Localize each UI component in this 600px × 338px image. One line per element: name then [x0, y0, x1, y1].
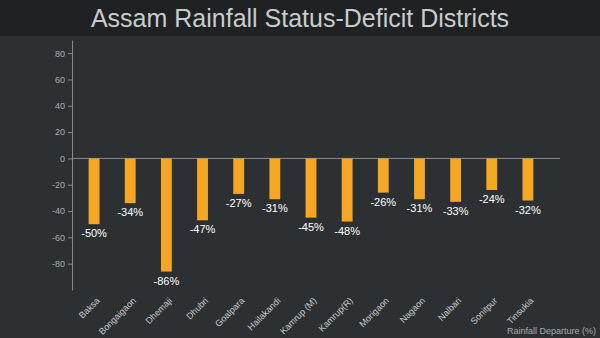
data-label: -31% — [262, 202, 288, 214]
chart-svg: Assam Rainfall Status-Deficit Districts-… — [0, 0, 600, 338]
x-tick: Dhubri — [184, 296, 210, 322]
bar — [125, 158, 136, 203]
bar — [161, 158, 172, 271]
bar — [378, 158, 389, 192]
x-tick-label: Nalbari — [436, 296, 463, 323]
bar — [197, 158, 208, 220]
bar — [89, 158, 100, 224]
x-tick-label: Nagaon — [398, 296, 427, 325]
y-tick-mark — [68, 237, 72, 238]
y-tick-label: 80 — [55, 49, 65, 59]
x-axis-title: Rainfall Departure (%) — [507, 326, 596, 336]
y-tick-mark — [68, 106, 72, 107]
y-tick-label: 20 — [55, 127, 65, 137]
x-tick: Hailakandi — [246, 296, 283, 333]
title: Assam Rainfall Status-Deficit Districts — [91, 4, 509, 32]
y-tick-mark — [68, 185, 72, 186]
y-tick-mark — [68, 158, 72, 159]
x-tick-label: Kamrup (M) — [278, 296, 319, 337]
x-tick-label: Sonitpur — [469, 296, 500, 327]
data-label: -86% — [154, 275, 180, 287]
x-tick: Morigaon — [357, 296, 391, 330]
x-tick: Goalpara — [213, 296, 246, 329]
y-tick: 0 — [60, 154, 72, 164]
x-tick: Kamrup (M) — [278, 296, 319, 337]
data-label: -31% — [407, 202, 433, 214]
x-tick: Bongaigaon — [97, 296, 138, 337]
x-tick-label: Goalpara — [213, 296, 246, 329]
chart-container: Assam Rainfall Status-Deficit Districts-… — [0, 0, 600, 338]
y-tick-mark — [68, 264, 72, 265]
data-label: -45% — [298, 221, 324, 233]
bar — [269, 158, 280, 199]
x-tick: Dhemaji — [144, 296, 174, 326]
data-label: -33% — [443, 205, 469, 217]
bar — [523, 158, 534, 200]
bars — [89, 158, 534, 271]
x-tick-label: Bongaigaon — [97, 296, 138, 337]
data-label: -24% — [479, 193, 505, 205]
x-tick: Sonitpur — [469, 296, 500, 327]
data-label: -26% — [370, 196, 396, 208]
bar — [414, 158, 425, 199]
x-tick-label: Tinsukia — [505, 296, 536, 327]
y-axis-line — [72, 41, 73, 291]
y-tick: 80 — [55, 49, 72, 59]
y-tick: -60 — [52, 233, 72, 243]
data-label: -27% — [226, 197, 252, 209]
y-tick-mark — [68, 132, 72, 133]
x-tick: Kamrup(R) — [317, 296, 355, 334]
bar — [306, 158, 317, 217]
data-labels: -50% -34% -86% -47% -27% -31% -45% -48% -26% -31%… — [81, 193, 541, 287]
x-tick: Nagaon — [398, 296, 427, 325]
x-tick: Baksa — [77, 296, 102, 321]
data-label: -48% — [334, 225, 360, 237]
y-tick: 60 — [55, 75, 72, 85]
y-tick-mark — [68, 79, 72, 80]
background — [0, 0, 600, 338]
y-tick: -20 — [52, 180, 72, 190]
x-axis: BaksaBongaigaonDhemaji DhubriGoalparaHail… — [77, 296, 536, 337]
y-tick-mark — [68, 53, 72, 54]
y-tick-label: 60 — [55, 75, 65, 85]
y-tick-label: -40 — [52, 206, 65, 216]
y-tick-label: -60 — [52, 233, 65, 243]
y-tick: -40 — [52, 206, 72, 216]
x-tick-label: Dhubri — [184, 296, 210, 322]
data-label: -32% — [515, 204, 541, 216]
y-tick: -80 — [52, 259, 72, 269]
y-tick: 20 — [55, 127, 72, 137]
y-axis: -80 -60 -40 -20 0 20 40 60 80 — [52, 41, 73, 291]
x-tick-label: Kamrup(R) — [317, 296, 355, 334]
y-tick: 40 — [55, 101, 72, 111]
y-tick-mark — [68, 211, 72, 212]
x-tick-label: Dhemaji — [144, 296, 174, 326]
y-tick-label: 0 — [60, 154, 65, 164]
bar — [233, 158, 244, 194]
x-tick: Nalbari — [436, 296, 463, 323]
x-tick-label: Hailakandi — [246, 296, 283, 333]
title-band — [0, 0, 600, 36]
bar — [486, 158, 497, 190]
y-tick-label: -20 — [52, 180, 65, 190]
x-tick-label: Baksa — [77, 296, 102, 321]
x-tick-label: Morigaon — [357, 296, 391, 330]
data-label: -50% — [81, 227, 107, 239]
bar — [342, 158, 353, 221]
y-tick-label: 40 — [55, 101, 65, 111]
data-label: -34% — [117, 206, 143, 218]
x-tick: Tinsukia — [505, 296, 536, 327]
data-label: -47% — [190, 223, 216, 235]
bar — [450, 158, 461, 201]
y-tick-label: -80 — [52, 259, 65, 269]
